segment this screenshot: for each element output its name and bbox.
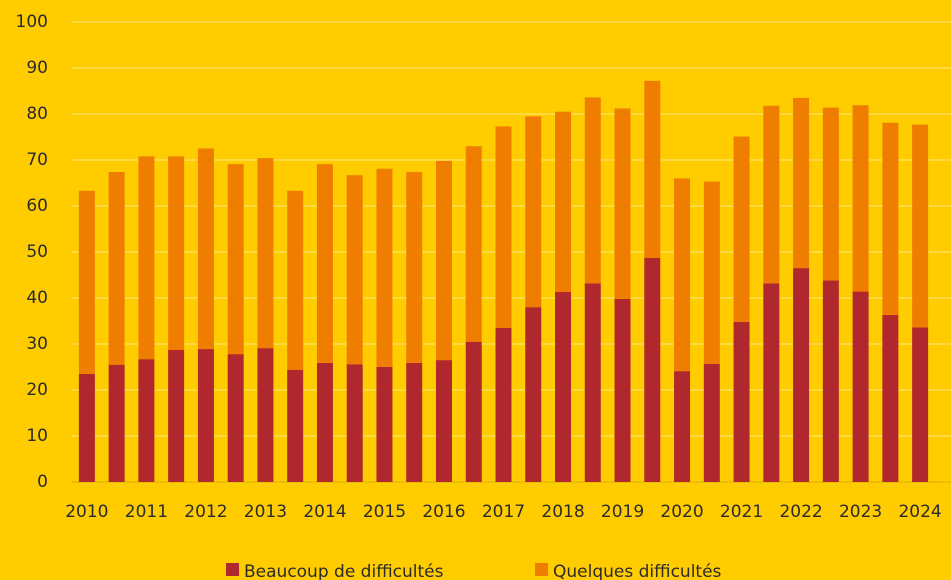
bar-segment [376, 168, 393, 367]
bar-segment [584, 97, 601, 284]
bar-segment [674, 371, 691, 482]
bar-segment [435, 360, 452, 482]
bar-segment [78, 190, 95, 374]
bar-segment [733, 136, 750, 322]
x-tick-label: 2013 [244, 502, 287, 522]
bar-segment [882, 315, 899, 482]
bar-segment [822, 107, 839, 281]
bar-segment [793, 97, 810, 269]
bar-segment [227, 354, 244, 482]
x-tick-label: 2015 [363, 502, 406, 522]
bar-segment [525, 307, 542, 482]
x-tick-label: 2010 [65, 502, 108, 522]
bar-segment [108, 171, 125, 365]
bar-segment [168, 349, 185, 482]
y-tick-label: 70 [26, 150, 48, 170]
legend-label: Beaucoup de difficultés [244, 562, 444, 580]
y-tick-label: 0 [37, 472, 48, 492]
bar-segment [614, 108, 631, 299]
bar-segment [257, 158, 274, 349]
bar-segment [495, 126, 512, 328]
x-tick-label: 2019 [601, 502, 644, 522]
x-tick-label: 2012 [184, 502, 227, 522]
bar-segment [555, 111, 572, 293]
y-tick-label: 10 [26, 426, 48, 446]
bar-segment [346, 175, 363, 365]
bar-segment [406, 171, 423, 363]
bar-segment [763, 283, 780, 482]
bar-segment [227, 164, 244, 355]
bar-segment [78, 373, 95, 482]
x-tick-label: 2018 [541, 502, 584, 522]
bar-segment [555, 292, 572, 482]
bar-segment [614, 298, 631, 482]
bar-segment [316, 362, 333, 482]
bar-segment [912, 124, 929, 328]
legend-swatch [535, 563, 548, 576]
x-tick-label: 2022 [779, 502, 822, 522]
bar-segment [346, 364, 363, 482]
y-tick-label: 30 [26, 334, 48, 354]
y-tick-label: 20 [26, 380, 48, 400]
bar-segment [287, 190, 304, 370]
bar-segment [495, 327, 512, 482]
x-tick-label: 2023 [839, 502, 882, 522]
y-tick-label: 50 [26, 242, 48, 262]
bar-segment [703, 363, 720, 482]
x-tick-label: 2011 [125, 502, 168, 522]
legend: Beaucoup de difficultés Quelques difficu… [226, 562, 722, 580]
bar-segment [287, 369, 304, 482]
bar-segment [852, 105, 869, 292]
bar-segment [674, 178, 691, 372]
bar-segment [138, 359, 155, 482]
y-tick-label: 60 [26, 196, 48, 216]
bar-segment [108, 364, 125, 482]
y-tick-label: 40 [26, 288, 48, 308]
y-tick-label: 80 [26, 104, 48, 124]
bar-segment [316, 164, 333, 363]
bar-segment [882, 122, 899, 316]
bar-segment [852, 291, 869, 482]
bar-segment [703, 181, 720, 364]
x-tick-label: 2017 [482, 502, 525, 522]
bar-segment [733, 321, 750, 482]
legend-swatch [226, 563, 239, 576]
x-tick-label: 2021 [720, 502, 763, 522]
bar-segment [644, 257, 661, 482]
x-tick-label: 2024 [898, 502, 941, 522]
y-tick-label: 90 [26, 58, 48, 78]
x-tick-label: 2016 [422, 502, 465, 522]
bar-segment [465, 341, 482, 482]
y-tick-label: 100 [16, 12, 48, 32]
bar-segment [644, 80, 661, 258]
bar-segment [197, 349, 214, 482]
bar-segment [584, 283, 601, 482]
x-tick-label: 2020 [660, 502, 703, 522]
bar-segment [525, 116, 542, 308]
bar-segment [793, 268, 810, 482]
bar-segment [138, 156, 155, 360]
x-tick-label: 2014 [303, 502, 346, 522]
bar-segment [435, 160, 452, 361]
legend-label: Quelques difficultés [553, 562, 722, 580]
bar-segment [822, 280, 839, 482]
bar-segment [257, 348, 274, 482]
bar-segment [465, 146, 482, 342]
bar-segment [406, 362, 423, 482]
bar-segment [763, 105, 780, 284]
bar-segment [197, 148, 214, 350]
bar-segment [376, 367, 393, 482]
bar-segment [912, 327, 929, 482]
bar-segment [168, 156, 185, 350]
